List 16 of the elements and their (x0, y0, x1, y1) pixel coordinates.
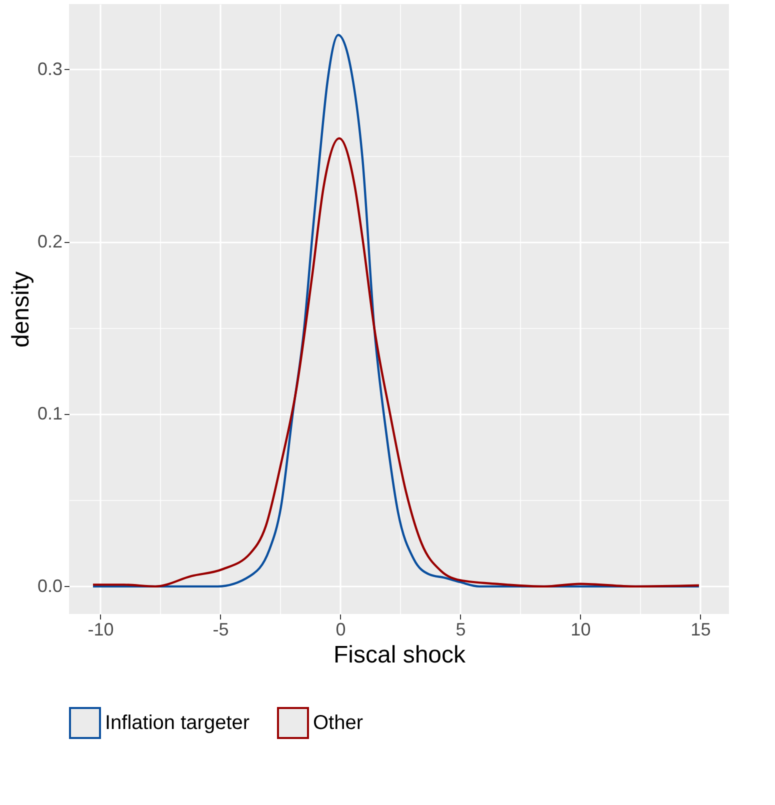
legend-label: Inflation targeter (105, 712, 250, 734)
x-tick-label: 15 (690, 620, 711, 640)
x-tick-label: 0 (336, 620, 346, 640)
y-tick-label: 0.3 (37, 58, 62, 79)
y-axis-title: density (7, 271, 34, 348)
line-series (92, 137, 700, 588)
x-tick-label: 10 (570, 620, 591, 640)
x-tick-label: 5 (456, 620, 466, 640)
legend-label: Other (313, 712, 364, 734)
y-tick-label: 0.1 (37, 404, 62, 424)
x-tick-label: -10 (88, 620, 114, 640)
x-axis-title: Fiscal shock (333, 642, 467, 668)
x-tick-label: -5 (212, 620, 229, 640)
y-tick-label: 0.0 (37, 576, 62, 596)
line-series (92, 34, 700, 588)
y-tick-label: 0.2 (37, 231, 62, 252)
